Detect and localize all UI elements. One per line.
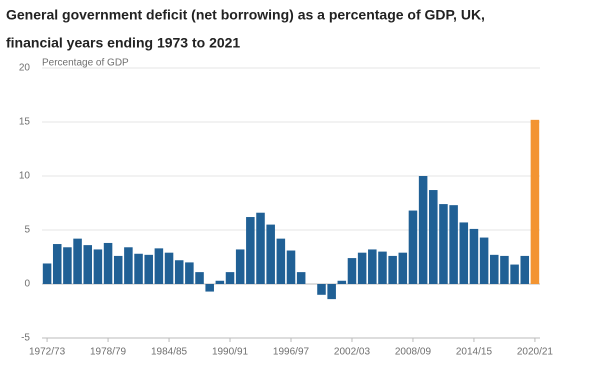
y-tick-label: 15 xyxy=(19,117,31,128)
bar xyxy=(195,272,204,284)
bar xyxy=(337,280,347,284)
bar xyxy=(266,224,275,284)
bar xyxy=(429,190,438,284)
x-tick-label: 2020/21 xyxy=(517,347,554,358)
bar xyxy=(500,255,509,284)
x-tick-label: 2014/15 xyxy=(456,347,493,358)
bar xyxy=(83,245,93,284)
bar xyxy=(103,242,113,284)
bar xyxy=(286,250,296,284)
x-tick-label: 1990/91 xyxy=(212,347,249,358)
bar xyxy=(449,205,458,284)
bar xyxy=(469,228,479,284)
bar xyxy=(327,284,336,300)
y-tick-label: 0 xyxy=(24,279,30,290)
y-tick-label: 5 xyxy=(24,225,30,236)
bar xyxy=(408,210,418,284)
bar xyxy=(215,280,225,284)
x-tick-label: 1984/85 xyxy=(151,347,188,358)
bar xyxy=(73,238,82,284)
bar xyxy=(124,247,133,284)
bar xyxy=(52,244,62,284)
bar xyxy=(378,251,387,284)
bar xyxy=(398,252,408,284)
x-tick-label: 2008/09 xyxy=(395,347,432,358)
bar xyxy=(185,262,194,284)
bar xyxy=(42,263,52,284)
bar xyxy=(235,249,245,284)
bar xyxy=(479,237,489,284)
x-tick-label: 1972/73 xyxy=(29,347,66,358)
bar xyxy=(256,212,265,284)
bar xyxy=(296,272,306,284)
bar xyxy=(63,247,72,284)
x-tick-label: 2002/03 xyxy=(334,347,371,358)
chart-title: financial years ending 1973 to 2021 xyxy=(6,35,240,51)
bar xyxy=(510,264,519,284)
bar xyxy=(93,249,103,284)
bar xyxy=(174,260,184,284)
bar xyxy=(418,176,428,284)
bar xyxy=(459,222,469,284)
y-axis-label: Percentage of GDP xyxy=(42,58,129,69)
bar xyxy=(520,255,530,284)
bar xyxy=(164,252,174,284)
bar xyxy=(154,248,164,284)
bar xyxy=(347,258,357,284)
bar xyxy=(357,252,367,284)
bar xyxy=(276,238,286,284)
x-tick-label: 1996/97 xyxy=(273,347,310,358)
bar xyxy=(113,255,123,284)
bar xyxy=(317,284,326,295)
bar xyxy=(368,249,377,284)
bar xyxy=(205,284,214,292)
bar xyxy=(225,272,235,284)
y-tick-label: 10 xyxy=(19,171,31,182)
bar xyxy=(388,255,397,284)
bar xyxy=(134,253,143,284)
x-tick-label: 1978/79 xyxy=(90,347,127,358)
bar xyxy=(246,217,255,284)
bar xyxy=(489,254,499,284)
chart-title: General government deficit (net borrowin… xyxy=(6,7,485,23)
bar xyxy=(439,204,448,284)
bar xyxy=(144,254,153,284)
bar xyxy=(530,119,540,284)
y-tick-label: -5 xyxy=(21,333,30,344)
y-tick-label: 20 xyxy=(19,63,31,74)
